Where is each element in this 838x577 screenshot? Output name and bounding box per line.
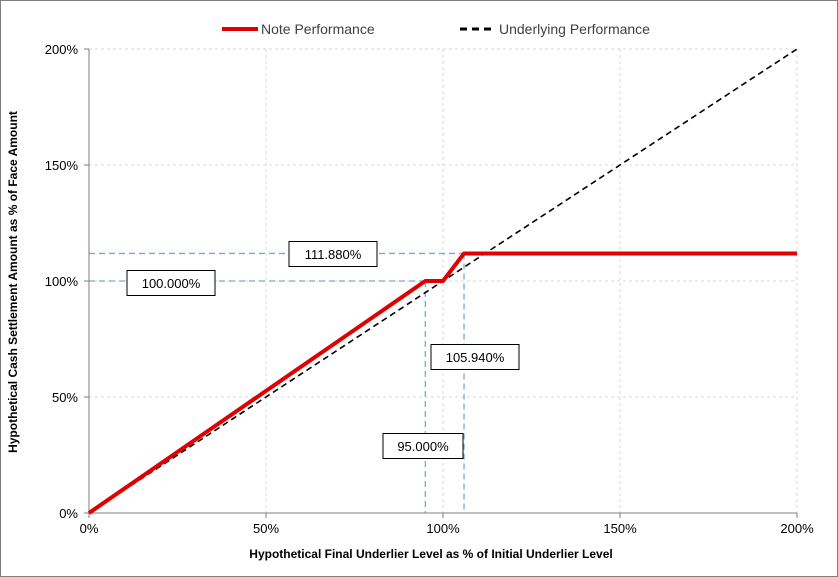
annotation-box-0 — [288, 241, 378, 267]
x-tick-label-4: 200% — [780, 521, 814, 536]
x-tick-label-0: 0% — [80, 521, 99, 536]
annotation-box-3 — [382, 433, 464, 459]
y-tick-label-1: 50% — [52, 390, 78, 405]
legend-label-note-performance: Note Performance — [261, 21, 375, 37]
annotation-label-1: 100.000% — [142, 276, 201, 291]
y-tick-label-0: 0% — [59, 506, 78, 521]
y-tick-label-4: 200% — [45, 42, 79, 57]
annotation-guides — [89, 252, 465, 513]
legend-label-underlying-performance: Underlying Performance — [499, 21, 650, 37]
tick-labels: 0% 50% 100% 150% 200% 0% 50% 100% 150% 200% — [45, 42, 814, 536]
annotation-box-1 — [126, 270, 216, 296]
annotation-label-2: 105.940% — [446, 350, 505, 365]
x-tick-label-1: 50% — [253, 521, 279, 536]
x-axis-title: Hypothetical Final Underlier Level as % … — [249, 547, 612, 561]
annotation-label-3: 95.000% — [397, 439, 449, 454]
y-tick-label-2: 100% — [45, 274, 79, 289]
y-tick-label-3: 150% — [45, 158, 79, 173]
legend: Note Performance Underlying Performance — [222, 21, 650, 37]
annotation-label-0: 111.880% — [305, 247, 362, 262]
y-axis-title: Hypothetical Cash Settlement Amount as %… — [6, 111, 20, 453]
x-tick-label-3: 150% — [603, 521, 637, 536]
annotation-box-2 — [430, 344, 520, 370]
x-tick-label-2: 100% — [426, 521, 460, 536]
axes — [84, 48, 798, 518]
series — [87, 48, 798, 515]
annotation-labels: 111.880% 100.000% 105.940% 95.000% — [126, 241, 520, 459]
series-line-0 — [87, 251, 797, 515]
